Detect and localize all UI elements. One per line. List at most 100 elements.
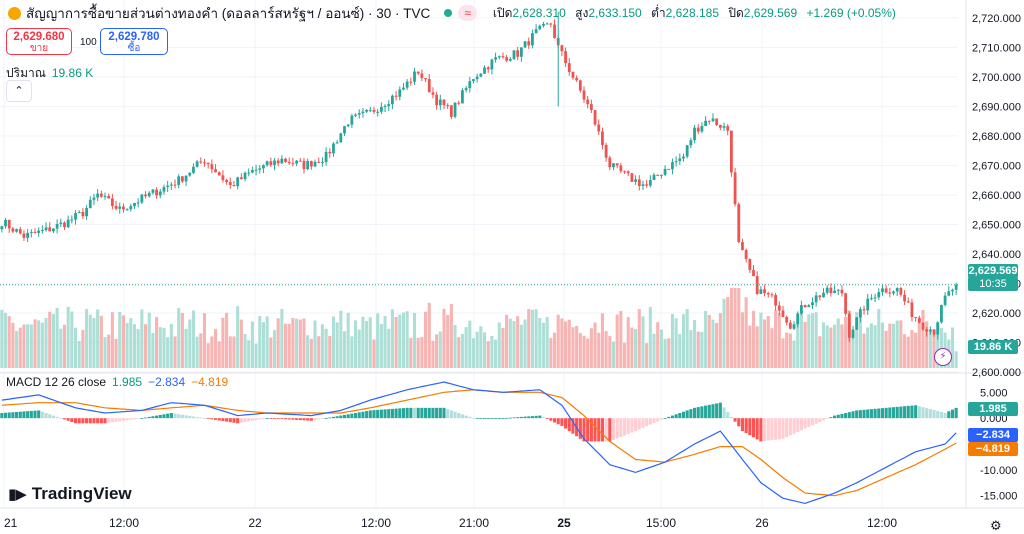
candle-body <box>475 76 479 80</box>
candle-body <box>630 173 634 182</box>
candle-body <box>678 158 682 162</box>
macd-hist-bar <box>350 413 354 419</box>
volume-bar <box>169 323 173 368</box>
candle-body <box>516 50 520 57</box>
volume-bar <box>490 335 494 368</box>
macd-hist-bar <box>85 418 89 424</box>
macd-hist-bar <box>659 418 663 420</box>
macd-hist-bar <box>718 402 722 419</box>
volume-bar <box>442 308 446 368</box>
macd-hist-bar <box>729 416 733 419</box>
price-tick-label: 2,670.000 <box>972 160 1021 172</box>
macd-hist-bar <box>22 411 26 419</box>
candle-body <box>796 313 800 325</box>
volume-bar <box>195 336 199 368</box>
volume-bar <box>412 312 417 368</box>
volume-bar <box>232 336 236 368</box>
volume-bar <box>331 316 336 368</box>
candle-body <box>718 124 722 128</box>
time-tick-label: 22 <box>248 516 262 530</box>
delayed-data-badge[interactable]: ≈ <box>458 5 477 21</box>
volume-bar <box>460 333 464 368</box>
volume-legend[interactable]: ปริมาณ 19.86 K <box>6 64 93 83</box>
volume-bar <box>891 323 896 368</box>
time-tick-label: 26 <box>755 516 769 530</box>
candle-body <box>689 140 693 146</box>
volume-bar <box>250 321 254 368</box>
settings-gear-icon[interactable]: ⚙ <box>990 518 1002 533</box>
volume-bar <box>70 311 74 368</box>
volume-bar <box>107 334 111 368</box>
candle-body <box>803 305 807 308</box>
macd-legend[interactable]: MACD 12 26 close 1.985 −2.834 −4.819 <box>6 375 228 389</box>
macd-hist-bar <box>648 418 652 425</box>
volume-bar <box>530 309 534 368</box>
macd-hist-bar <box>589 418 593 442</box>
candle-body <box>612 163 615 168</box>
candle-body <box>519 47 523 57</box>
volume-bar <box>674 318 678 368</box>
macd-hist-bar <box>586 418 590 442</box>
volume-bar <box>781 338 785 368</box>
macd-tick-label: -15.000 <box>980 491 1017 503</box>
volume-bar <box>449 304 453 368</box>
volume-bar <box>7 316 11 368</box>
macd-hist-bar <box>309 418 313 421</box>
candle-body <box>147 192 151 197</box>
macd-hist-bar <box>214 418 218 420</box>
macd-hist-bar <box>11 412 15 419</box>
candle-body <box>328 151 332 154</box>
candle-body <box>564 51 567 64</box>
tradingview-logo[interactable]: ▮▶ TradingView <box>8 484 132 504</box>
volume-bar <box>26 324 30 368</box>
price-tick-label: 2,690.000 <box>972 101 1021 113</box>
volume-bar <box>151 332 155 368</box>
volume-bar <box>774 310 778 368</box>
volume-bar <box>390 309 394 368</box>
candle-body <box>508 58 512 61</box>
volume-bar <box>37 320 41 368</box>
candle-body <box>155 189 158 196</box>
buy-button[interactable]: 2,629.780 ซื้อ <box>100 28 168 55</box>
volume-bar <box>0 309 4 368</box>
symbol-title[interactable]: สัญญาการซื้อขายส่วนต่างทองคำ (ดอลลาร์สหร… <box>26 6 431 21</box>
macd-hist-bar <box>339 415 343 419</box>
volume-bar <box>508 318 512 368</box>
candle-body <box>461 90 464 104</box>
time-tick-label: 21:00 <box>459 516 489 530</box>
volume-bar <box>73 327 78 368</box>
candle-body <box>637 179 641 187</box>
candle-body <box>755 276 759 294</box>
volume-bar <box>788 333 792 368</box>
volume-bar <box>180 313 184 368</box>
collapse-legend-button[interactable]: ⌃ <box>6 80 32 102</box>
candle-body <box>788 322 792 329</box>
volume-bar <box>906 336 910 368</box>
macd-hist-bar <box>77 418 81 424</box>
macd-hist-bar <box>37 410 41 419</box>
volume-bar <box>438 331 442 368</box>
macd-hist-bar <box>368 410 372 419</box>
candle-body <box>586 99 590 105</box>
chart-header: สัญญาการซื้อขายส่วนต่างทองคำ (ดอลลาร์สหร… <box>0 0 1024 26</box>
macd-hist-bar <box>818 418 822 423</box>
volume-bar <box>424 311 428 368</box>
lightning-icon[interactable]: ⚡ <box>934 348 952 366</box>
volume-bar <box>486 341 490 368</box>
volume-bar <box>634 329 638 368</box>
tradingview-mark-icon: ▮▶ <box>8 486 27 503</box>
candle-body <box>873 297 877 299</box>
sell-button[interactable]: 2,629.680 ขาย <box>6 28 72 55</box>
sell-price: 2,629.680 <box>13 31 65 43</box>
volume-bar <box>954 351 958 368</box>
macd-hist-bar <box>903 406 907 419</box>
macd-hist-bar <box>615 418 619 439</box>
macd-hist-bar <box>792 418 796 434</box>
macd-hist-bar <box>785 418 789 438</box>
candle-body <box>324 151 328 163</box>
candle-body <box>129 206 133 210</box>
candle-body <box>306 160 310 170</box>
macd-hist-bar <box>534 415 538 419</box>
macd-hist-bar <box>578 418 582 439</box>
